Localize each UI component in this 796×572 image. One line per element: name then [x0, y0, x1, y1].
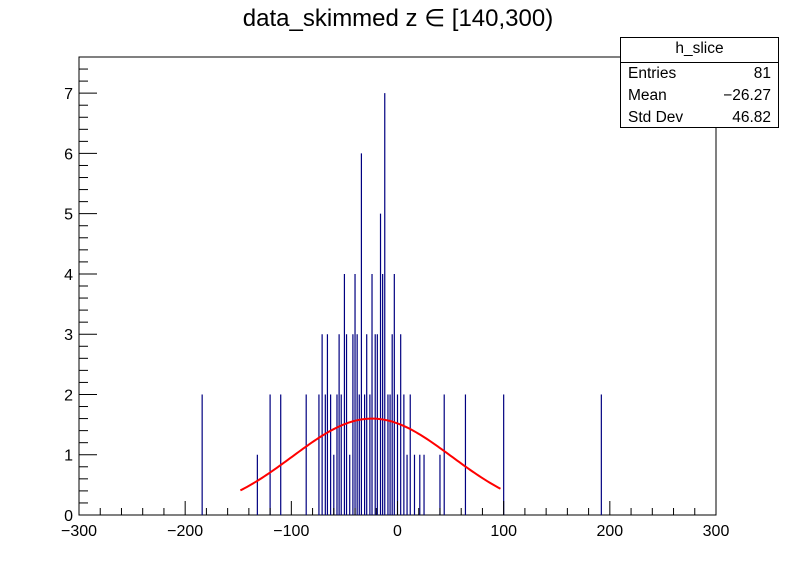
axes: −300 −200 −100 0 100 200 300 0 1 2 3 4 5 6 7: [61, 68, 730, 540]
x-tick-label-5: 200: [596, 523, 623, 540]
x-tick-label-4: 100: [490, 523, 517, 540]
histogram-bars: [201, 93, 602, 515]
stats-entries-value: 81: [753, 65, 771, 82]
x-tick-label-0: −300: [61, 523, 97, 540]
chart-title: data_skimmed z ∈ [140,300): [242, 5, 554, 32]
stats-box-name: h_slice: [621, 38, 778, 63]
stats-stddev-label: Std Dev: [628, 109, 684, 126]
y-tick-label-7: 7: [64, 86, 73, 103]
x-tick-label-6: 300: [703, 523, 730, 540]
stats-stddev-value: 46.82: [732, 109, 771, 126]
x-tick-label-1: −200: [167, 523, 203, 540]
y-tick-label-5: 5: [64, 207, 73, 224]
stats-entries-label: Entries: [628, 65, 677, 82]
x-tick-label-2: −100: [273, 523, 309, 540]
stats-mean-label: Mean: [628, 87, 667, 104]
x-tick-label-3: 0: [393, 523, 402, 540]
fit-curve: [239, 417, 501, 492]
stats-mean-value: −26.27: [723, 87, 771, 104]
stats-row-stddev: Std Dev 46.82: [621, 107, 778, 129]
y-tick-label-6: 6: [64, 146, 73, 163]
stats-box[interactable]: h_slice Entries 81 Mean −26.27 Std Dev 4…: [620, 37, 779, 128]
stats-row-entries: Entries 81: [621, 63, 778, 85]
y-tick-label-1: 1: [64, 448, 73, 465]
y-tick-label-4: 4: [64, 267, 73, 284]
y-tick-label-2: 2: [64, 387, 73, 404]
y-tick-label-0: 0: [64, 508, 73, 525]
stats-row-mean: Mean −26.27: [621, 85, 778, 107]
y-tick-label-3: 3: [64, 327, 73, 344]
